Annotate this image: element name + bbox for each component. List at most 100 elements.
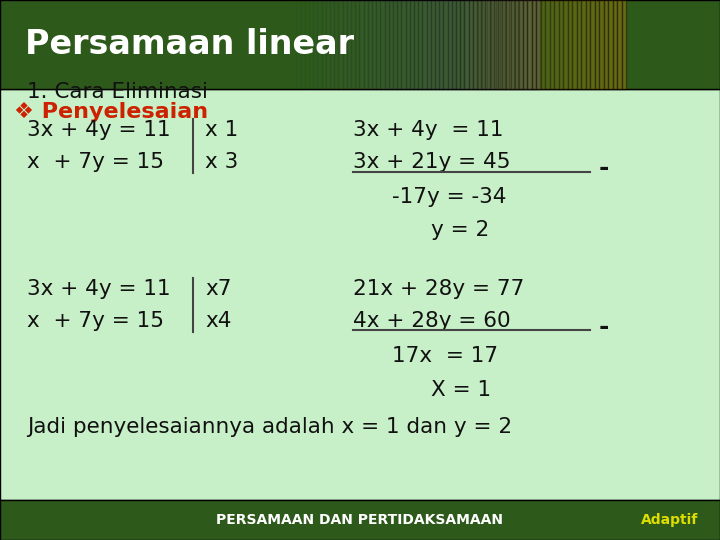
Text: x 3: x 3: [205, 152, 238, 172]
FancyBboxPatch shape: [514, 0, 518, 89]
FancyBboxPatch shape: [384, 0, 389, 89]
FancyBboxPatch shape: [389, 0, 393, 89]
FancyBboxPatch shape: [506, 0, 510, 89]
Text: x4: x4: [205, 311, 232, 332]
FancyBboxPatch shape: [439, 0, 444, 89]
FancyBboxPatch shape: [532, 0, 536, 89]
FancyBboxPatch shape: [550, 0, 554, 89]
FancyBboxPatch shape: [515, 0, 519, 89]
FancyBboxPatch shape: [460, 0, 464, 89]
Text: x  + 7y = 15: x + 7y = 15: [27, 152, 164, 172]
FancyBboxPatch shape: [359, 0, 364, 89]
FancyBboxPatch shape: [435, 0, 439, 89]
FancyBboxPatch shape: [541, 0, 546, 89]
FancyBboxPatch shape: [338, 0, 343, 89]
FancyBboxPatch shape: [364, 0, 368, 89]
FancyBboxPatch shape: [546, 0, 550, 89]
FancyBboxPatch shape: [347, 0, 351, 89]
FancyBboxPatch shape: [473, 0, 477, 89]
FancyBboxPatch shape: [397, 0, 402, 89]
FancyBboxPatch shape: [604, 0, 608, 89]
FancyBboxPatch shape: [0, 0, 720, 89]
FancyBboxPatch shape: [376, 0, 380, 89]
FancyBboxPatch shape: [393, 0, 397, 89]
FancyBboxPatch shape: [477, 0, 481, 89]
FancyBboxPatch shape: [423, 0, 426, 89]
FancyBboxPatch shape: [527, 0, 531, 89]
FancyBboxPatch shape: [491, 0, 496, 89]
Text: 1. Cara Eliminasi: 1. Cara Eliminasi: [27, 82, 208, 102]
FancyBboxPatch shape: [478, 0, 482, 89]
FancyBboxPatch shape: [590, 0, 595, 89]
FancyBboxPatch shape: [500, 0, 505, 89]
FancyBboxPatch shape: [485, 0, 490, 89]
FancyBboxPatch shape: [608, 0, 613, 89]
FancyBboxPatch shape: [518, 0, 523, 89]
FancyBboxPatch shape: [405, 0, 410, 89]
FancyBboxPatch shape: [380, 0, 384, 89]
FancyBboxPatch shape: [554, 0, 559, 89]
FancyBboxPatch shape: [410, 0, 414, 89]
FancyBboxPatch shape: [487, 0, 491, 89]
FancyBboxPatch shape: [559, 0, 563, 89]
FancyBboxPatch shape: [418, 0, 423, 89]
FancyBboxPatch shape: [402, 0, 405, 89]
FancyBboxPatch shape: [452, 0, 456, 89]
FancyBboxPatch shape: [482, 0, 487, 89]
Text: Persamaan linear: Persamaan linear: [25, 28, 354, 61]
Text: 3x + 4y  = 11: 3x + 4y = 11: [353, 119, 503, 140]
Text: 17x  = 17: 17x = 17: [392, 346, 498, 367]
Text: 21x + 28y = 77: 21x + 28y = 77: [353, 279, 524, 299]
FancyBboxPatch shape: [613, 0, 618, 89]
FancyBboxPatch shape: [582, 0, 586, 89]
FancyBboxPatch shape: [490, 0, 494, 89]
FancyBboxPatch shape: [531, 0, 536, 89]
FancyBboxPatch shape: [577, 0, 582, 89]
FancyBboxPatch shape: [595, 0, 599, 89]
FancyBboxPatch shape: [481, 0, 485, 89]
FancyBboxPatch shape: [0, 89, 720, 500]
FancyBboxPatch shape: [474, 0, 478, 89]
Text: x  + 7y = 15: x + 7y = 15: [27, 311, 164, 332]
FancyBboxPatch shape: [523, 0, 527, 89]
FancyBboxPatch shape: [536, 0, 541, 89]
FancyBboxPatch shape: [527, 0, 532, 89]
FancyBboxPatch shape: [351, 0, 355, 89]
Text: 3x + 4y = 11: 3x + 4y = 11: [27, 119, 171, 140]
FancyBboxPatch shape: [618, 0, 622, 89]
Text: 3x + 21y = 45: 3x + 21y = 45: [353, 152, 510, 172]
FancyBboxPatch shape: [563, 0, 568, 89]
FancyBboxPatch shape: [431, 0, 435, 89]
FancyBboxPatch shape: [494, 0, 498, 89]
FancyBboxPatch shape: [510, 0, 514, 89]
FancyBboxPatch shape: [622, 0, 626, 89]
Text: x7: x7: [205, 279, 232, 299]
FancyBboxPatch shape: [572, 0, 577, 89]
Text: ❖ Penyelesaian: ❖ Penyelesaian: [14, 102, 209, 122]
FancyBboxPatch shape: [469, 0, 473, 89]
Text: -: -: [599, 315, 609, 339]
Text: -17y = -34: -17y = -34: [392, 187, 507, 207]
FancyBboxPatch shape: [448, 0, 452, 89]
FancyBboxPatch shape: [343, 0, 347, 89]
FancyBboxPatch shape: [503, 0, 506, 89]
Text: Jadi penyelesaiannya adalah x = 1 dan y = 2: Jadi penyelesaiannya adalah x = 1 dan y …: [27, 416, 513, 437]
FancyBboxPatch shape: [536, 0, 540, 89]
FancyBboxPatch shape: [426, 0, 431, 89]
FancyBboxPatch shape: [599, 0, 604, 89]
FancyBboxPatch shape: [464, 0, 469, 89]
FancyBboxPatch shape: [505, 0, 510, 89]
FancyBboxPatch shape: [372, 0, 377, 89]
Text: 3x + 4y = 11: 3x + 4y = 11: [27, 279, 171, 299]
Text: x 1: x 1: [205, 119, 238, 140]
FancyBboxPatch shape: [334, 0, 338, 89]
FancyBboxPatch shape: [568, 0, 572, 89]
FancyBboxPatch shape: [414, 0, 418, 89]
Text: y = 2: y = 2: [431, 219, 489, 240]
Text: Adaptif: Adaptif: [641, 513, 698, 526]
FancyBboxPatch shape: [355, 0, 359, 89]
FancyBboxPatch shape: [523, 0, 527, 89]
FancyBboxPatch shape: [469, 0, 474, 89]
Text: PERSAMAAN DAN PERTIDAKSAMAAN: PERSAMAAN DAN PERTIDAKSAMAAN: [217, 513, 503, 526]
Text: X = 1: X = 1: [431, 380, 491, 400]
